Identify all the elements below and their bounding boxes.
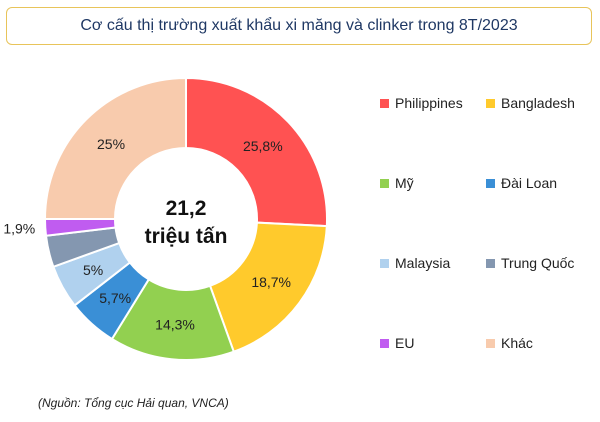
slice-label: 5% bbox=[83, 262, 103, 278]
legend-label: Philippines bbox=[395, 95, 463, 111]
slice-label: 25% bbox=[97, 136, 125, 152]
slice-philippines bbox=[185, 76, 328, 228]
legend-swatch bbox=[380, 98, 389, 108]
slice-label: 5,7% bbox=[99, 290, 131, 306]
legend-item: Malaysia bbox=[380, 255, 450, 271]
legend-item: Đài Loan bbox=[486, 175, 557, 191]
legend-swatch bbox=[380, 338, 389, 348]
legend-label: Đài Loan bbox=[501, 175, 558, 191]
chart-title-box: Cơ cấu thị trường xuất khẩu xi măng và c… bbox=[6, 7, 592, 45]
center-unit: triệu tấn bbox=[145, 225, 228, 248]
legend-item: Khác bbox=[486, 335, 533, 351]
slice-label: 1,9% bbox=[3, 221, 35, 237]
legend-label: Trung Quốc bbox=[501, 255, 575, 271]
slice-label: 14,3% bbox=[155, 316, 195, 332]
legend-item: EU bbox=[380, 335, 414, 351]
legend-swatch bbox=[486, 98, 495, 108]
legend-label: Bangladesh bbox=[501, 95, 575, 111]
legend-swatch bbox=[380, 178, 389, 188]
slice-khác bbox=[43, 76, 187, 220]
legend-swatch bbox=[380, 258, 389, 268]
legend-item: Philippines bbox=[380, 95, 463, 111]
legend-label: Khác bbox=[501, 335, 533, 351]
legend-swatch bbox=[486, 338, 495, 348]
legend-item: Trung Quốc bbox=[486, 255, 574, 271]
legend-item: Bangladesh bbox=[486, 95, 575, 111]
chart-legend: Philippines Bangladesh Mỹ Đài Loan Malaysia T… bbox=[380, 95, 595, 365]
slice-bangladesh bbox=[208, 221, 328, 353]
legend-item: Mỹ bbox=[380, 175, 414, 191]
legend-label: Mỹ bbox=[395, 175, 414, 191]
legend-swatch bbox=[486, 178, 495, 188]
donut-chart: 25,8% 18,7% 14,3% 5,7% 5% 1,9% 25% 21,2 triệu … bbox=[3, 76, 328, 361]
chart-title: Cơ cấu thị trường xuất khẩu xi măng và c… bbox=[80, 17, 518, 34]
legend-label: EU bbox=[395, 335, 415, 351]
legend-label: Malaysia bbox=[395, 255, 451, 271]
center-value: 21,2 bbox=[166, 197, 207, 220]
legend-swatch bbox=[486, 258, 495, 268]
slice-label: 18,7% bbox=[251, 274, 291, 290]
slice-label: 25,8% bbox=[243, 138, 283, 154]
source-note: (Nguồn: Tổng cục Hải quan, VNCA) bbox=[38, 396, 229, 410]
